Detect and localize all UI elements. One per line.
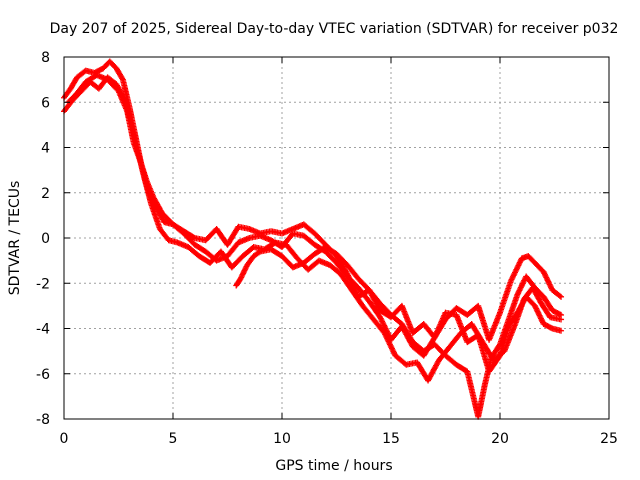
data-point-marker [119, 75, 126, 82]
y-axis-title: SDTVAR / TECUs [7, 181, 23, 296]
tick-labels: 0 5 10 15 20 25 -8 -6 -4 -2 0 2 4 6 8 [36, 50, 618, 447]
grid-lines [64, 57, 609, 419]
x-tick-label: 5 [169, 431, 178, 447]
data-point-marker [190, 234, 197, 241]
x-tick-label: 15 [382, 431, 400, 447]
data-point-marker [255, 249, 262, 256]
y-tick-label: 8 [41, 50, 50, 66]
data-point-marker [558, 293, 565, 300]
y-tick-label: 0 [41, 231, 50, 247]
data-points [61, 58, 565, 420]
y-tick-label: -8 [36, 412, 50, 428]
data-point-marker [556, 292, 563, 299]
y-tick-label: 6 [41, 95, 50, 111]
data-point-marker [558, 311, 565, 318]
data-point-marker [558, 327, 565, 334]
data-point-marker [496, 353, 503, 360]
y-tick-label: -6 [36, 367, 50, 383]
x-tick-label: 25 [600, 431, 618, 447]
chart-title: Day 207 of 2025, Sidereal Day-to-day VTE… [50, 21, 619, 37]
y-tick-label: 2 [41, 186, 50, 202]
series-track-d [233, 244, 565, 420]
x-tick-label: 20 [491, 431, 509, 447]
x-axis-title: GPS time / hours [275, 458, 392, 474]
x-tick-label: 0 [60, 431, 69, 447]
y-tick-label: -4 [36, 322, 50, 338]
data-point-marker [496, 342, 503, 349]
y-tick-label: -2 [36, 276, 50, 292]
axis-ticks [63, 56, 610, 420]
x-tick-label: 10 [273, 431, 291, 447]
y-tick-label: 4 [41, 141, 50, 157]
